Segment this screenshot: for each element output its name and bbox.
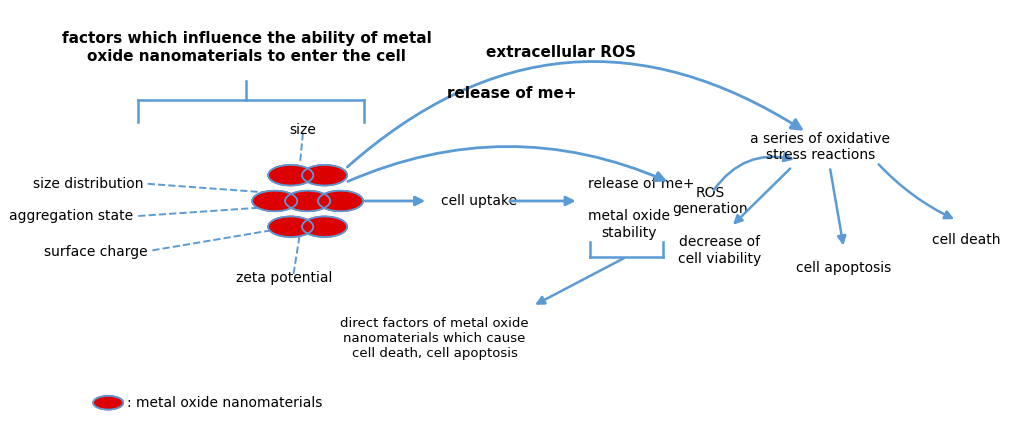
Circle shape <box>268 165 313 185</box>
Text: zeta potential: zeta potential <box>236 271 333 285</box>
Circle shape <box>302 165 347 185</box>
Text: metal oxide
stability: metal oxide stability <box>588 210 670 240</box>
Text: cell death: cell death <box>932 233 1000 247</box>
Text: cell apoptosis: cell apoptosis <box>797 261 892 275</box>
Text: size distribution: size distribution <box>33 177 143 191</box>
Text: factors which influence the ability of metal
oxide nanomaterials to enter the ce: factors which influence the ability of m… <box>61 32 431 64</box>
Text: surface charge: surface charge <box>44 245 147 260</box>
Circle shape <box>302 216 347 237</box>
Text: cell uptake: cell uptake <box>441 194 517 208</box>
Text: direct factors of metal oxide
nanomaterials which cause
cell death, cell apoptos: direct factors of metal oxide nanomateri… <box>340 317 529 360</box>
Text: decrease of
cell viability: decrease of cell viability <box>678 235 761 266</box>
Circle shape <box>252 191 297 211</box>
Text: extracellular ROS: extracellular ROS <box>486 45 636 60</box>
Text: : metal oxide nanomaterials: : metal oxide nanomaterials <box>127 396 323 410</box>
Text: size: size <box>290 123 316 137</box>
Text: release of me+: release of me+ <box>588 177 694 191</box>
Circle shape <box>285 191 330 211</box>
Circle shape <box>318 191 364 211</box>
Circle shape <box>93 396 123 410</box>
Text: ROS
generation: ROS generation <box>673 186 749 216</box>
Text: aggregation state: aggregation state <box>9 209 133 223</box>
Text: a series of oxidative
stress reactions: a series of oxidative stress reactions <box>751 132 890 162</box>
Circle shape <box>268 216 313 237</box>
Text: release of me+: release of me+ <box>446 86 577 101</box>
